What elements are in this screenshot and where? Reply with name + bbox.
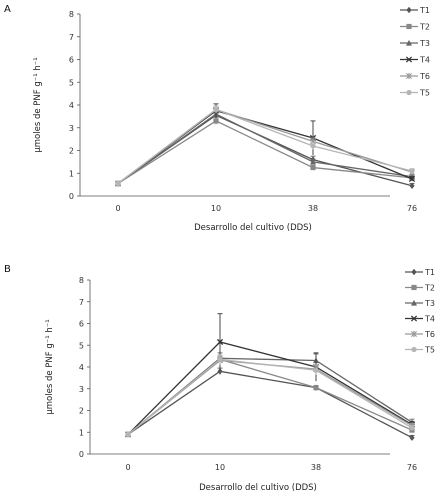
x-tick-label: 38 — [308, 204, 318, 213]
series-line — [128, 359, 412, 434]
legend-label: T2 — [419, 23, 430, 32]
legend-item-t5: T5 — [405, 346, 435, 355]
data-point — [115, 181, 120, 186]
x-tick-label: 10 — [215, 463, 225, 472]
series-line — [128, 371, 412, 437]
legend-label: T4 — [419, 56, 430, 65]
y-tick-label: 3 — [79, 385, 84, 394]
data-point — [409, 168, 414, 173]
x-axis-title: Desarrollo del cultivo (DDS) — [194, 223, 312, 233]
y-tick-label: 1 — [69, 169, 74, 178]
y-tick-label: 0 — [79, 450, 84, 459]
y-tick-label: 4 — [69, 101, 74, 110]
y-tick-label: 5 — [79, 341, 84, 350]
data-point — [409, 425, 414, 430]
y-axis-title: µmoles de PNF g⁻¹ h⁻¹ — [45, 319, 55, 414]
x-tick-label: 38 — [311, 463, 321, 472]
y-tick-label: 7 — [69, 33, 74, 42]
data-point — [213, 118, 218, 123]
x-tick-label: 76 — [407, 463, 417, 472]
legend-item-t3: T3 — [400, 39, 430, 48]
legend-label: T2 — [424, 284, 435, 293]
legend-item-t3: T3 — [405, 299, 435, 308]
series-t4 — [125, 314, 414, 437]
series-t1 — [115, 110, 414, 189]
legend-label: T1 — [419, 6, 430, 15]
series-line — [128, 360, 412, 434]
legend-label: T6 — [424, 330, 435, 339]
series-line — [118, 110, 412, 184]
series-t1 — [125, 368, 414, 441]
data-point — [310, 143, 315, 148]
y-tick-label: 8 — [79, 276, 84, 285]
legend-item-t6: T6 — [405, 330, 435, 339]
legend-item-t4: T4 — [400, 56, 430, 65]
legend-item-t2: T2 — [405, 284, 435, 293]
legend-marker — [411, 285, 416, 290]
data-point — [125, 432, 130, 437]
legend-item-t1: T1 — [400, 6, 430, 15]
y-tick-label: 5 — [69, 78, 74, 87]
y-tick-label: 2 — [79, 407, 84, 416]
data-point — [213, 107, 218, 112]
data-point — [310, 165, 315, 170]
x-axis-title: Desarrollo del cultivo (DDS) — [199, 483, 317, 493]
legend-label: T6 — [419, 72, 430, 81]
legend-marker — [406, 7, 411, 13]
legend-marker — [406, 90, 411, 95]
y-tick-label: 6 — [79, 320, 84, 329]
panel-b: B 0 1 2 3 4 5 6 7 8 0 10 38 76 Desarrollo del cultivo … — [4, 264, 435, 493]
legend-item-t1: T1 — [405, 268, 435, 277]
legend-marker — [411, 269, 416, 275]
legend-label: T5 — [424, 346, 435, 355]
legend-item-t4: T4 — [405, 315, 435, 324]
y-tick-label: 0 — [69, 192, 74, 201]
legend-item-t2: T2 — [400, 23, 430, 32]
legend-label: T5 — [419, 89, 430, 98]
x-tick-label: 0 — [115, 204, 120, 213]
legend-item-t6: T6 — [400, 72, 430, 81]
panel-label: A — [4, 4, 11, 15]
y-tick-label: 2 — [69, 147, 74, 156]
x-tick-label: 76 — [407, 204, 417, 213]
series-line — [128, 342, 412, 434]
series-line — [128, 358, 412, 434]
legend-label: T3 — [424, 299, 435, 308]
legend-item-t5: T5 — [400, 89, 430, 98]
legend-label: T4 — [424, 315, 435, 324]
legend-label: T3 — [419, 39, 430, 48]
series-line — [118, 111, 412, 184]
legend-marker — [406, 24, 411, 29]
panel-a: A 0 1 2 3 4 5 6 7 8 0 10 38 76 Desarrollo del cultivo … — [4, 4, 430, 233]
data-point — [313, 385, 318, 390]
y-tick-label: 7 — [79, 298, 84, 307]
legend-label: T1 — [424, 268, 435, 277]
series-line — [118, 110, 412, 184]
y-tick-label: 8 — [69, 10, 74, 19]
series-line — [128, 359, 412, 434]
y-axis-title: µmoles de PNF g⁻¹ h⁻¹ — [33, 57, 43, 152]
data-point — [217, 357, 222, 362]
x-tick-label: 0 — [125, 463, 130, 472]
y-tick-label: 3 — [69, 124, 74, 133]
panel-label: B — [4, 264, 11, 275]
legend-marker — [411, 347, 416, 352]
y-tick-label: 4 — [79, 363, 84, 372]
y-tick-label: 6 — [69, 56, 74, 65]
x-tick-label: 10 — [211, 204, 221, 213]
data-point — [313, 368, 318, 373]
y-tick-label: 1 — [79, 428, 84, 437]
